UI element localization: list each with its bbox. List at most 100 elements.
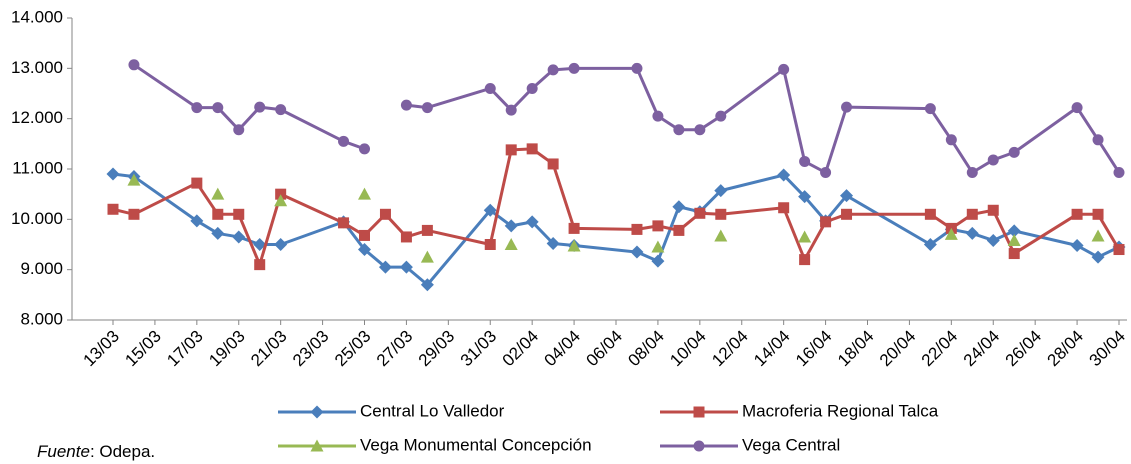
marker <box>504 238 518 250</box>
marker <box>233 208 245 220</box>
marker <box>484 82 496 94</box>
marker <box>631 223 643 235</box>
marker <box>359 229 370 241</box>
series-line <box>112 172 1120 287</box>
marker <box>630 245 644 259</box>
marker <box>715 208 727 220</box>
marker <box>986 233 1000 247</box>
marker <box>233 124 245 136</box>
marker <box>421 102 433 114</box>
marker <box>504 219 518 233</box>
x-tick-label: 13/03 <box>79 327 123 371</box>
series <box>107 143 1125 271</box>
marker <box>966 167 978 179</box>
marker <box>399 260 413 274</box>
marker <box>400 231 412 243</box>
marker <box>799 254 811 266</box>
legend-label: Vega Central <box>742 435 840 454</box>
marker <box>1092 134 1104 146</box>
marker <box>190 214 204 228</box>
x-tick-label: 04/04 <box>541 327 585 371</box>
marker <box>567 239 581 252</box>
marker <box>274 194 288 207</box>
marker <box>652 110 664 122</box>
marker <box>338 135 350 147</box>
marker <box>987 204 999 216</box>
marker <box>421 224 433 236</box>
marker <box>338 217 350 229</box>
x-tick-label: 16/04 <box>792 327 836 371</box>
marker <box>547 64 559 76</box>
series-line <box>133 63 1121 175</box>
y-tick-label: 12.000 <box>11 108 63 127</box>
marker <box>714 184 728 198</box>
marker <box>378 260 392 274</box>
marker <box>420 278 434 292</box>
x-tick-label: 28/04 <box>1044 327 1088 371</box>
marker <box>778 202 790 214</box>
marker <box>944 227 958 240</box>
x-tick-label: 18/04 <box>834 327 878 371</box>
marker <box>924 103 936 115</box>
marker <box>841 208 853 220</box>
x-tick-label: 26/04 <box>1002 327 1046 371</box>
x-tick-label: 20/04 <box>876 327 920 371</box>
marker <box>212 208 224 220</box>
marker <box>358 187 371 200</box>
marker <box>274 238 288 251</box>
marker <box>568 62 580 74</box>
marker <box>798 190 812 204</box>
series-line <box>112 147 1121 267</box>
y-tick-label: 14.000 <box>11 7 63 26</box>
marker <box>799 155 811 167</box>
y-tick-label: 13.000 <box>11 58 63 77</box>
marker <box>379 208 391 220</box>
marker <box>400 99 412 111</box>
marker <box>798 230 812 243</box>
marker <box>191 177 203 189</box>
marker <box>505 144 517 156</box>
marker <box>1007 233 1021 246</box>
x-tick-label: 29/03 <box>415 327 459 371</box>
marker <box>232 230 246 244</box>
legend-marker <box>310 405 324 419</box>
marker <box>987 154 999 166</box>
marker <box>254 259 266 271</box>
marker <box>1008 146 1020 158</box>
x-tick-label: 08/04 <box>624 327 668 371</box>
marker <box>840 189 854 203</box>
x-tick-label: 30/04 <box>1085 327 1129 371</box>
marker <box>923 238 937 251</box>
marker <box>107 203 119 215</box>
legend-marker <box>693 406 705 418</box>
series <box>127 173 1105 263</box>
y-tick-label: 8.000 <box>20 309 63 328</box>
marker <box>651 254 665 268</box>
marker <box>672 200 686 214</box>
marker <box>127 173 141 186</box>
marker <box>965 226 979 240</box>
marker <box>275 188 287 200</box>
x-tick-label: 15/03 <box>121 327 165 371</box>
marker <box>526 82 538 94</box>
marker <box>1092 208 1104 220</box>
marker <box>1071 102 1083 114</box>
legend-marker <box>310 439 324 452</box>
x-tick-label: 25/03 <box>331 327 375 371</box>
marker <box>526 143 538 155</box>
marker <box>820 216 832 228</box>
x-tick-label: 12/04 <box>708 327 752 371</box>
marker <box>128 59 140 71</box>
x-tick-label: 02/04 <box>499 327 543 371</box>
marker <box>1070 239 1084 253</box>
marker <box>1007 224 1021 238</box>
marker <box>714 229 728 242</box>
marker <box>420 250 434 263</box>
source: Fuente: Odepa. <box>37 442 155 461</box>
x-tick-label: 21/03 <box>247 327 291 371</box>
x-tick-label: 19/03 <box>205 327 249 371</box>
marker <box>275 104 287 116</box>
series <box>128 59 1125 179</box>
x-tick-label: 10/04 <box>666 327 710 371</box>
legend-marker <box>693 440 705 452</box>
